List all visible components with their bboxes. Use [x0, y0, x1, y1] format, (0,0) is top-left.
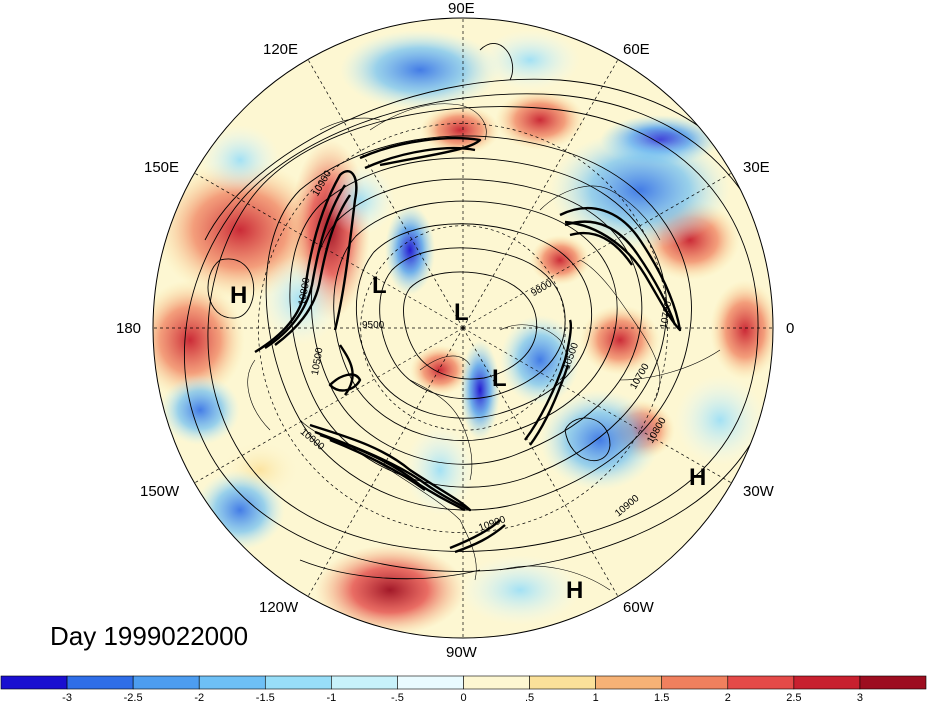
meridian-line	[307, 327, 464, 597]
geopotential-contours	[183, 43, 773, 580]
lon-label-60w: 60W	[623, 599, 655, 616]
contour-label: 10500	[310, 346, 326, 376]
jet-stream-contours	[254, 136, 682, 554]
colorbar-swatch	[727, 675, 795, 690]
colorbar-swatch	[595, 675, 663, 690]
colorbar-tick-label: .5	[525, 692, 534, 702]
colorbar-swatch	[859, 675, 927, 690]
lon-label-30w: 30W	[743, 483, 775, 500]
meridian-line	[462, 327, 619, 597]
colorbar-swatch	[264, 675, 332, 690]
high-pressure-label: H	[689, 464, 706, 491]
colorbar-tick-label: -.5	[391, 692, 404, 702]
meridian-line	[462, 327, 732, 484]
lon-label-120w: 120W	[259, 599, 299, 616]
colorbar-swatch	[793, 675, 861, 690]
colorbar-tick-label: 1	[593, 692, 599, 702]
lon-label-150e: 150E	[144, 159, 179, 176]
colorbar-tick-label: -1.5	[256, 692, 275, 702]
map-boundary	[152, 17, 774, 639]
colorbar	[0, 675, 927, 690]
colorbar-tick-label: 1.5	[654, 692, 669, 702]
colorbar-swatch	[0, 675, 68, 690]
colorbar-tick-label: -2.5	[124, 692, 143, 702]
day-label: Day 1999022000	[50, 621, 248, 651]
contour-label: 10800	[297, 276, 313, 306]
colorbar-tick-label: 2	[725, 692, 731, 702]
colorbar-swatch	[661, 675, 729, 690]
high-pressure-label: H	[566, 577, 583, 604]
colorbar-swatch	[529, 675, 596, 690]
longitude-labels: 90E 60E 30E 0 30W 60W 90W 120W 150W 180 …	[116, 0, 794, 661]
lon-label-60e: 60E	[623, 41, 650, 58]
graticule	[153, 18, 773, 638]
latitude-circle	[258, 123, 668, 533]
lon-label-30e: 30E	[743, 159, 770, 176]
low-pressure-label: L	[492, 365, 507, 392]
meridian-line	[462, 59, 619, 329]
high-pressure-label: H	[230, 282, 247, 309]
colorbar-tick-label: -2	[194, 692, 204, 702]
colorbar-tick-label: 2.5	[786, 692, 801, 702]
meridian-line	[462, 172, 732, 329]
colorbar-swatch	[198, 675, 266, 690]
meridian-line	[194, 172, 464, 329]
lon-label-0: 0	[786, 320, 794, 337]
colorbar-tick-labels: -3 -2.5 -2 -1.5 -1 -.5 0 .5 1 1.5 2 2.5 3	[62, 692, 863, 702]
low-pressure-label: L	[372, 272, 387, 299]
low-pressure-label: L	[454, 299, 469, 326]
colorbar-tick-label: 3	[857, 692, 863, 702]
latitude-circle	[360, 225, 566, 431]
pressure-centers: H L L L H H	[230, 272, 706, 604]
contour-label: 10700	[659, 300, 675, 330]
colorbar-tick-label: 0	[460, 692, 466, 702]
lon-label-180: 180	[116, 320, 141, 337]
lon-label-90w: 90W	[446, 644, 478, 661]
colorbar-swatch	[331, 675, 398, 690]
coastlines	[247, 103, 721, 591]
colorbar-swatch	[397, 675, 464, 690]
colorbar-swatch	[132, 675, 200, 690]
colorbar-tick-label: -3	[62, 692, 72, 702]
lon-label-150w: 150W	[140, 483, 180, 500]
contour-label: 9500	[362, 320, 385, 331]
lon-label-90e: 90E	[448, 0, 475, 17]
colorbar-swatch	[66, 675, 134, 690]
meridian-line	[194, 327, 464, 484]
colorbar-tick-label: -1	[326, 692, 336, 702]
colorbar-swatch	[463, 675, 530, 690]
lon-label-120e: 120E	[263, 41, 298, 58]
meridian-line	[307, 59, 464, 329]
